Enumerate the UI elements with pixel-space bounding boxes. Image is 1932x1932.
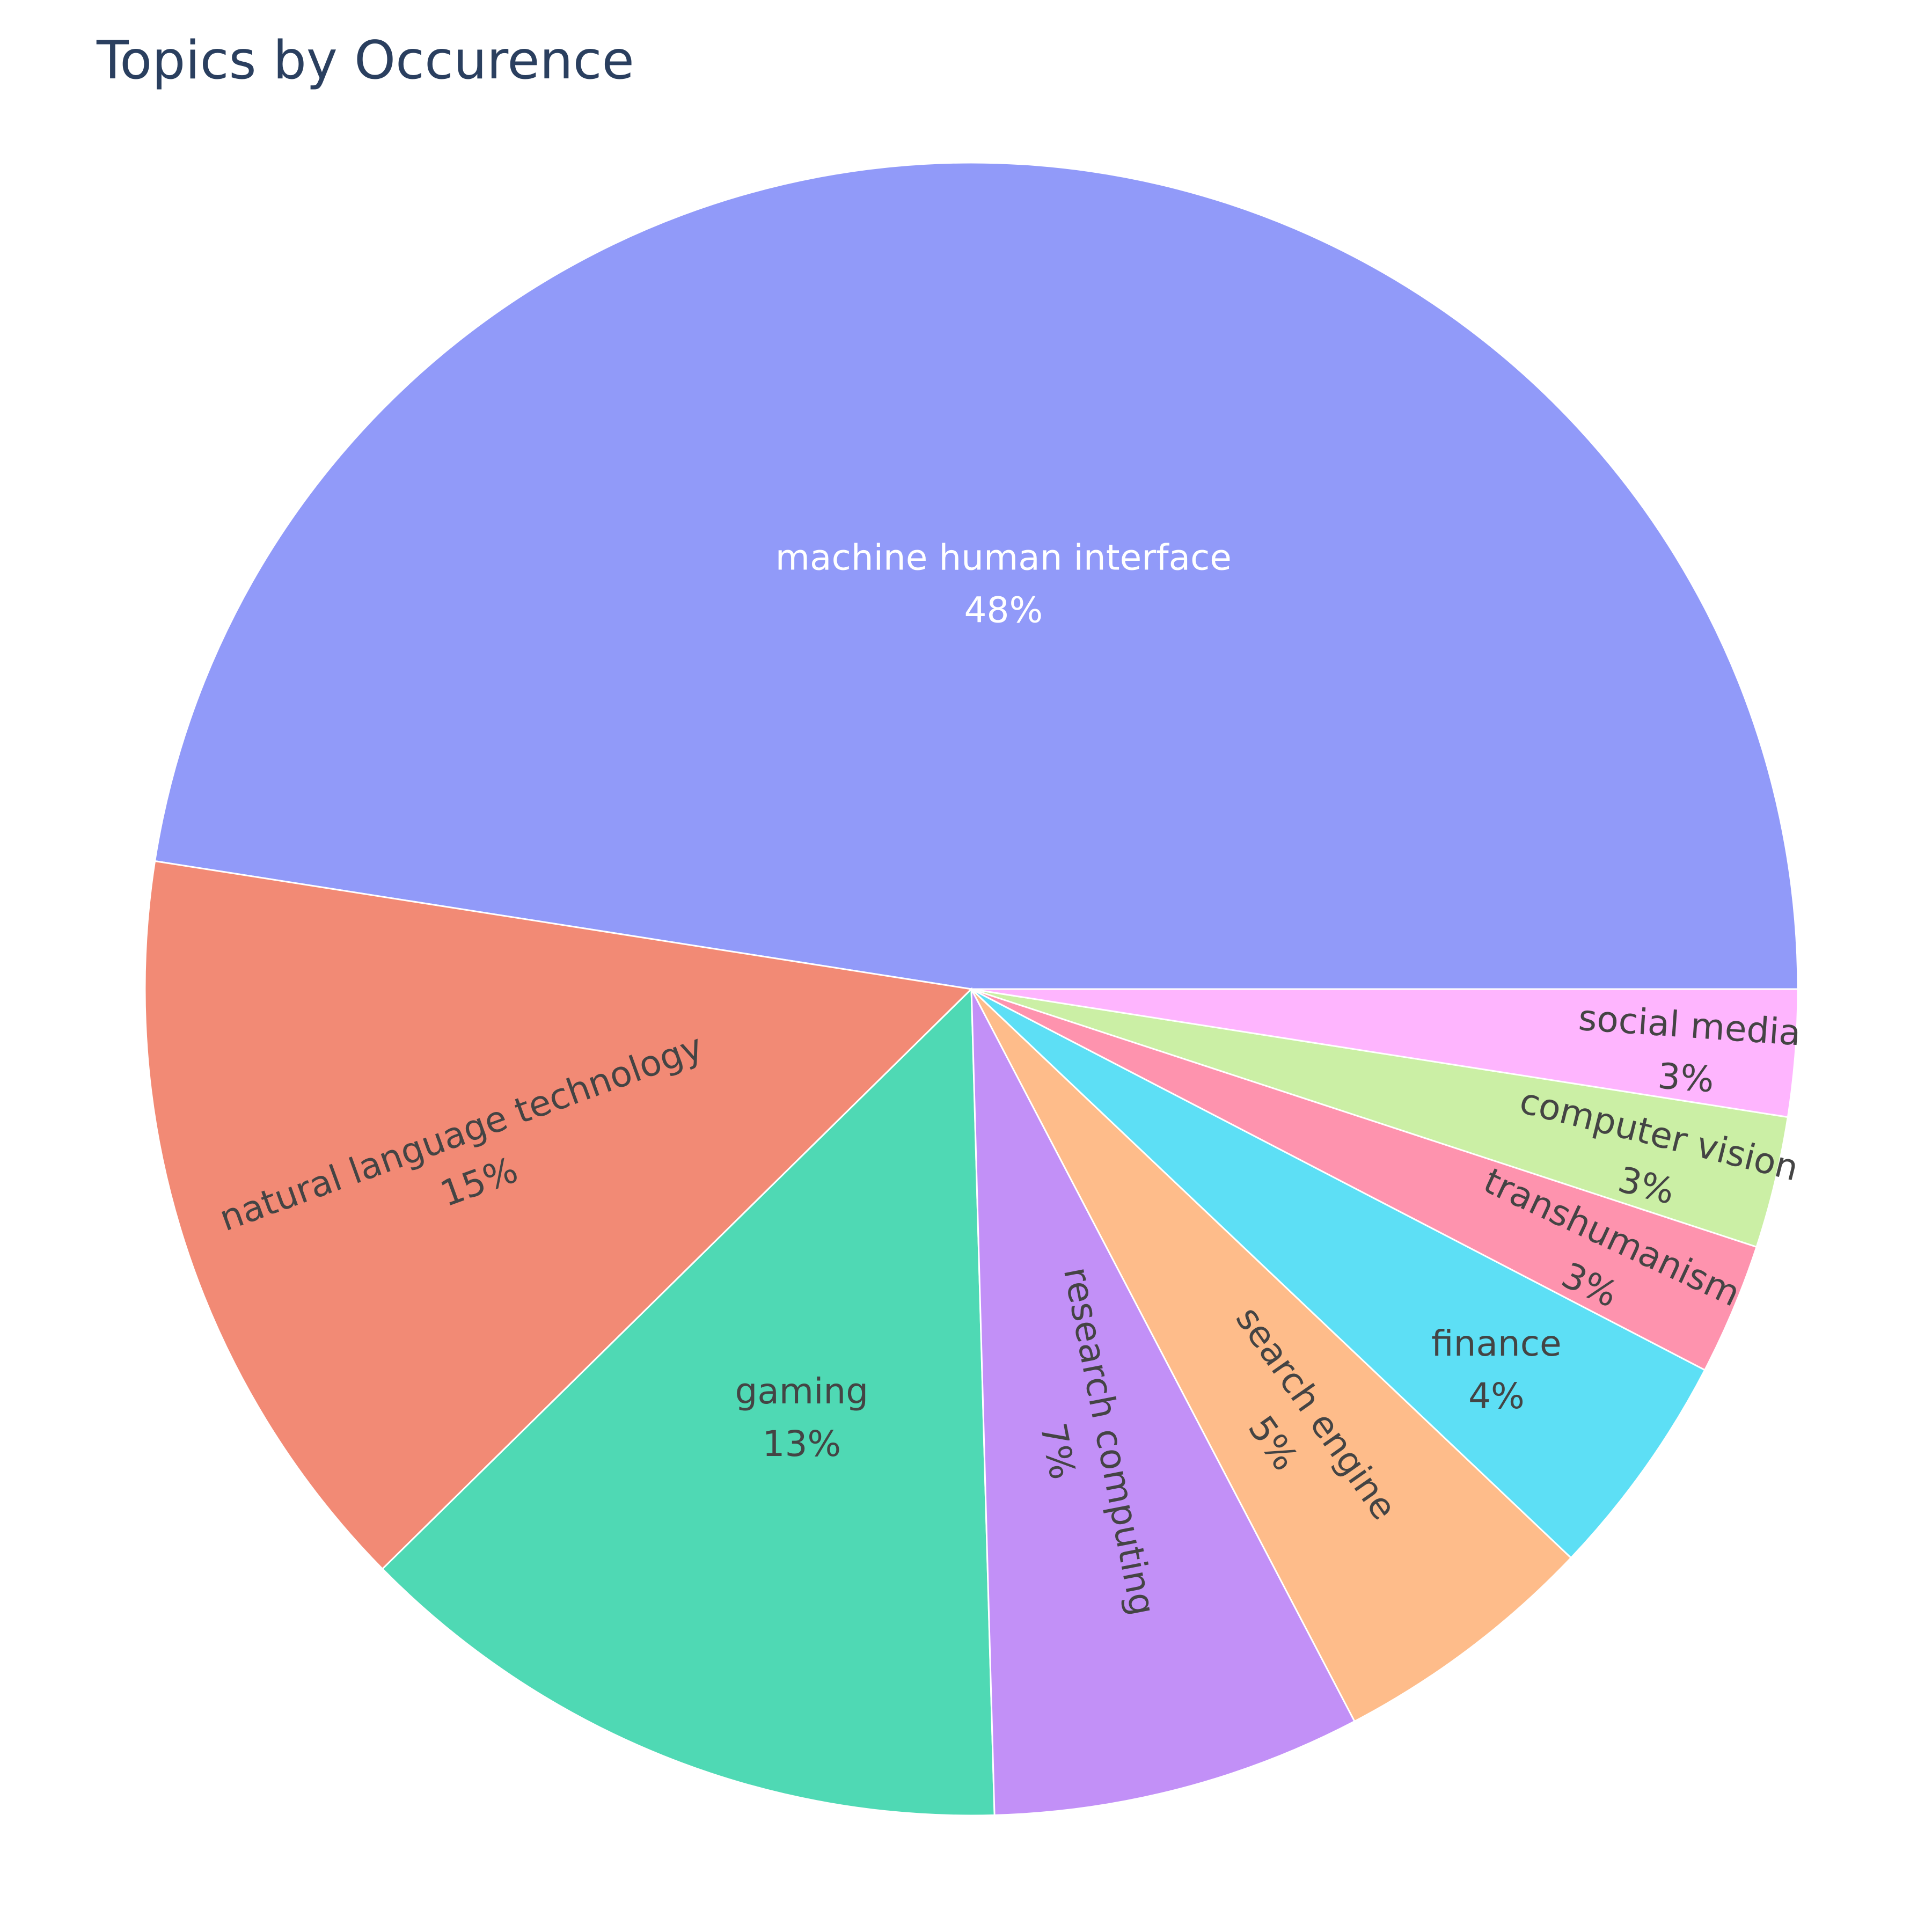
- slice-percent: 48%: [964, 589, 1043, 631]
- pie-slice-natural-language-technology: [144, 860, 974, 1570]
- slice-label: gaming: [735, 1371, 868, 1412]
- pie-slice-research-computing: [970, 989, 1356, 1816]
- pie-slice-finance: [970, 988, 1706, 1559]
- pie-slices: [144, 162, 1799, 1817]
- slice-label: finance: [1431, 1323, 1562, 1364]
- pie-slice-machine-human-interface: [153, 162, 1799, 990]
- slice-percent: 13%: [762, 1423, 841, 1465]
- slice-label-group: machine human interface 48%: [775, 537, 1232, 631]
- slice-label: machine human interface: [775, 537, 1232, 578]
- slice-label-group: finance 4%: [1431, 1323, 1562, 1417]
- slice-percent: 3%: [1657, 1055, 1716, 1100]
- pie-slice-gaming: [381, 987, 996, 1817]
- pie-slice-search-engine: [970, 988, 1572, 1723]
- slice-percent: 4%: [1468, 1375, 1525, 1417]
- slice-label-group: gaming 13%: [735, 1371, 868, 1465]
- pie-slice-social-media: [971, 988, 1799, 1118]
- chart-title: Topics by Occurence: [97, 30, 634, 91]
